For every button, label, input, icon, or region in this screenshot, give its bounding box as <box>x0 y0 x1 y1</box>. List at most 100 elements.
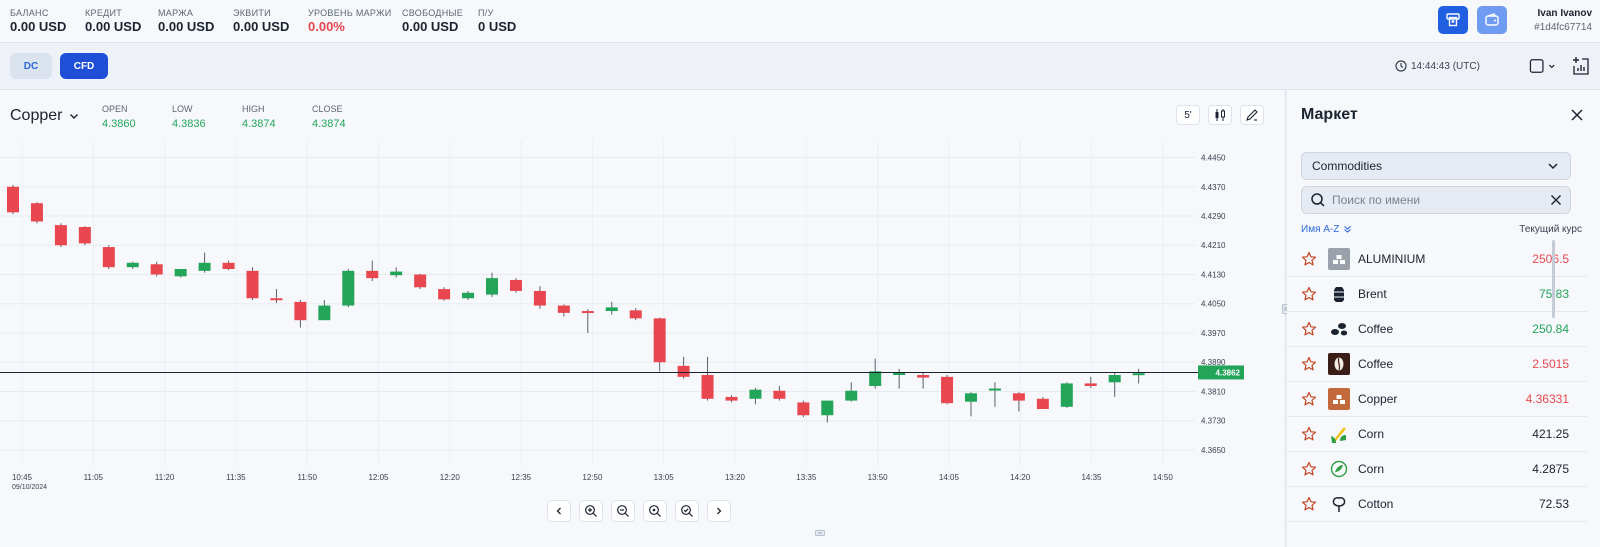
list-item[interactable]: Copper 4.36331 <box>1287 382 1587 417</box>
candle-body[interactable] <box>1108 375 1121 383</box>
star-icon[interactable] <box>1301 286 1317 302</box>
sort-label: Имя A-Z <box>1301 224 1340 235</box>
star-icon[interactable] <box>1301 426 1317 442</box>
candle-body[interactable] <box>581 311 594 314</box>
candle-body[interactable] <box>102 247 115 268</box>
layout-select[interactable] <box>1529 58 1557 74</box>
close-icon[interactable] <box>1570 108 1584 122</box>
stat-label: П/У <box>478 8 494 18</box>
candle-body[interactable] <box>54 225 67 246</box>
candle-body[interactable] <box>30 203 43 222</box>
list-item[interactable]: Corn 4.2875 <box>1287 452 1587 487</box>
list-item[interactable]: Cotton 72.53 <box>1287 487 1587 522</box>
sort-toggle[interactable]: Имя A-Z <box>1301 224 1352 235</box>
instrument-price: 4.2875 <box>1532 462 1569 476</box>
zoom-fit-button[interactable] <box>643 500 667 522</box>
candle-body[interactable] <box>1132 373 1145 376</box>
stat-label: КРЕДИТ <box>85 8 123 18</box>
candle-body[interactable] <box>725 396 738 401</box>
price-chart[interactable]: 4.4450 4.4370 4.4290 4.4210 4.4130 4.4050 4.39… <box>0 140 1262 500</box>
list-item[interactable]: Corn 421.25 <box>1287 417 1587 452</box>
candle-body[interactable] <box>988 388 1001 391</box>
candle-body[interactable] <box>198 262 211 271</box>
star-icon[interactable] <box>1301 251 1317 267</box>
candle-body[interactable] <box>869 371 882 386</box>
list-item[interactable]: Coffee 250.84 <box>1287 312 1587 347</box>
candle-body[interactable] <box>965 393 977 402</box>
list-item[interactable]: Brent 75.83 <box>1287 277 1587 312</box>
candle-body[interactable] <box>414 274 427 288</box>
aluminium-icon <box>1328 248 1350 270</box>
candle-body[interactable] <box>486 278 498 295</box>
candle-body[interactable] <box>126 262 139 268</box>
candle-body[interactable] <box>701 375 714 399</box>
candle-body[interactable] <box>509 279 522 291</box>
category-select[interactable]: Commodities <box>1301 152 1571 180</box>
candle-body[interactable] <box>533 290 546 306</box>
candle-body[interactable] <box>222 262 235 270</box>
zoom-in-button[interactable] <box>579 500 603 522</box>
tab-dc[interactable]: DC <box>10 53 52 79</box>
candle-body[interactable] <box>941 376 954 404</box>
scroll-left-button[interactable] <box>547 500 571 522</box>
star-icon[interactable] <box>1301 496 1317 512</box>
list-item[interactable]: Coffee 2.5015 <box>1287 347 1587 382</box>
instrument-list: ALUMINIUM 2506.5 Brent 75.83 Coffee 250.… <box>1287 242 1587 522</box>
candle-body[interactable] <box>1060 383 1073 407</box>
ohlc-high: HIGH 4.3874 <box>242 104 276 130</box>
candle-body[interactable] <box>366 270 379 279</box>
candle-body[interactable] <box>438 289 451 300</box>
candle-body[interactable] <box>462 292 475 299</box>
candle-body[interactable] <box>821 400 834 416</box>
list-item[interactable]: ALUMINIUM 2506.5 <box>1287 242 1587 277</box>
candle-body[interactable] <box>629 310 642 319</box>
wallet-button[interactable] <box>1477 6 1507 34</box>
chart-type-button[interactable] <box>1208 105 1232 125</box>
candle-body[interactable] <box>342 270 355 306</box>
candle-body[interactable] <box>318 305 331 321</box>
candle-body[interactable] <box>749 389 762 399</box>
candle-body[interactable] <box>797 402 810 416</box>
timeframe-button[interactable]: 5' <box>1176 105 1200 125</box>
candle-body[interactable] <box>773 390 786 399</box>
star-icon[interactable] <box>1301 461 1317 477</box>
add-chart-icon[interactable] <box>1572 56 1590 76</box>
candle-body[interactable] <box>605 307 618 312</box>
y-tick-label: 4.3810 <box>1201 387 1226 396</box>
candle-body[interactable] <box>1012 393 1025 401</box>
ohlc-value: 4.3836 <box>172 118 206 130</box>
candle-body[interactable] <box>845 390 858 401</box>
atm-icon <box>1446 13 1460 27</box>
candle-body[interactable] <box>174 269 187 277</box>
candle-body[interactable] <box>78 226 91 244</box>
candle-body[interactable] <box>150 264 163 275</box>
zoom-out-button[interactable] <box>611 500 635 522</box>
candle-body[interactable] <box>1084 383 1097 386</box>
symbol-select[interactable]: Copper <box>10 107 80 125</box>
candle-body[interactable] <box>677 365 690 377</box>
candle-body[interactable] <box>270 298 283 301</box>
y-tick-label: 4.3730 <box>1201 417 1226 426</box>
candle-body[interactable] <box>893 372 906 376</box>
candle-body[interactable] <box>7 186 19 213</box>
scroll-right-button[interactable] <box>707 500 731 522</box>
drawing-tools-button[interactable] <box>1240 105 1264 125</box>
market-scrollbar[interactable] <box>1552 240 1555 318</box>
candle-body[interactable] <box>1036 398 1049 410</box>
tab-cfd[interactable]: CFD <box>60 53 108 79</box>
star-icon[interactable] <box>1301 321 1317 337</box>
search-input[interactable] <box>1332 193 1544 207</box>
clear-search-icon[interactable] <box>1550 194 1562 206</box>
star-icon[interactable] <box>1301 356 1317 372</box>
candle-body[interactable] <box>246 270 259 299</box>
candle-body[interactable] <box>653 318 666 363</box>
deposit-button[interactable] <box>1438 6 1468 34</box>
candle-body[interactable] <box>390 271 403 276</box>
star-icon[interactable] <box>1301 391 1317 407</box>
candle-body[interactable] <box>557 305 570 313</box>
chart-resize-handle[interactable] <box>815 530 825 536</box>
user-info[interactable]: Ivan Ivanov #1d4fc67714 <box>1534 8 1592 33</box>
candle-body[interactable] <box>294 301 307 321</box>
candle-body[interactable] <box>917 375 930 378</box>
zoom-reset-button[interactable] <box>675 500 699 522</box>
